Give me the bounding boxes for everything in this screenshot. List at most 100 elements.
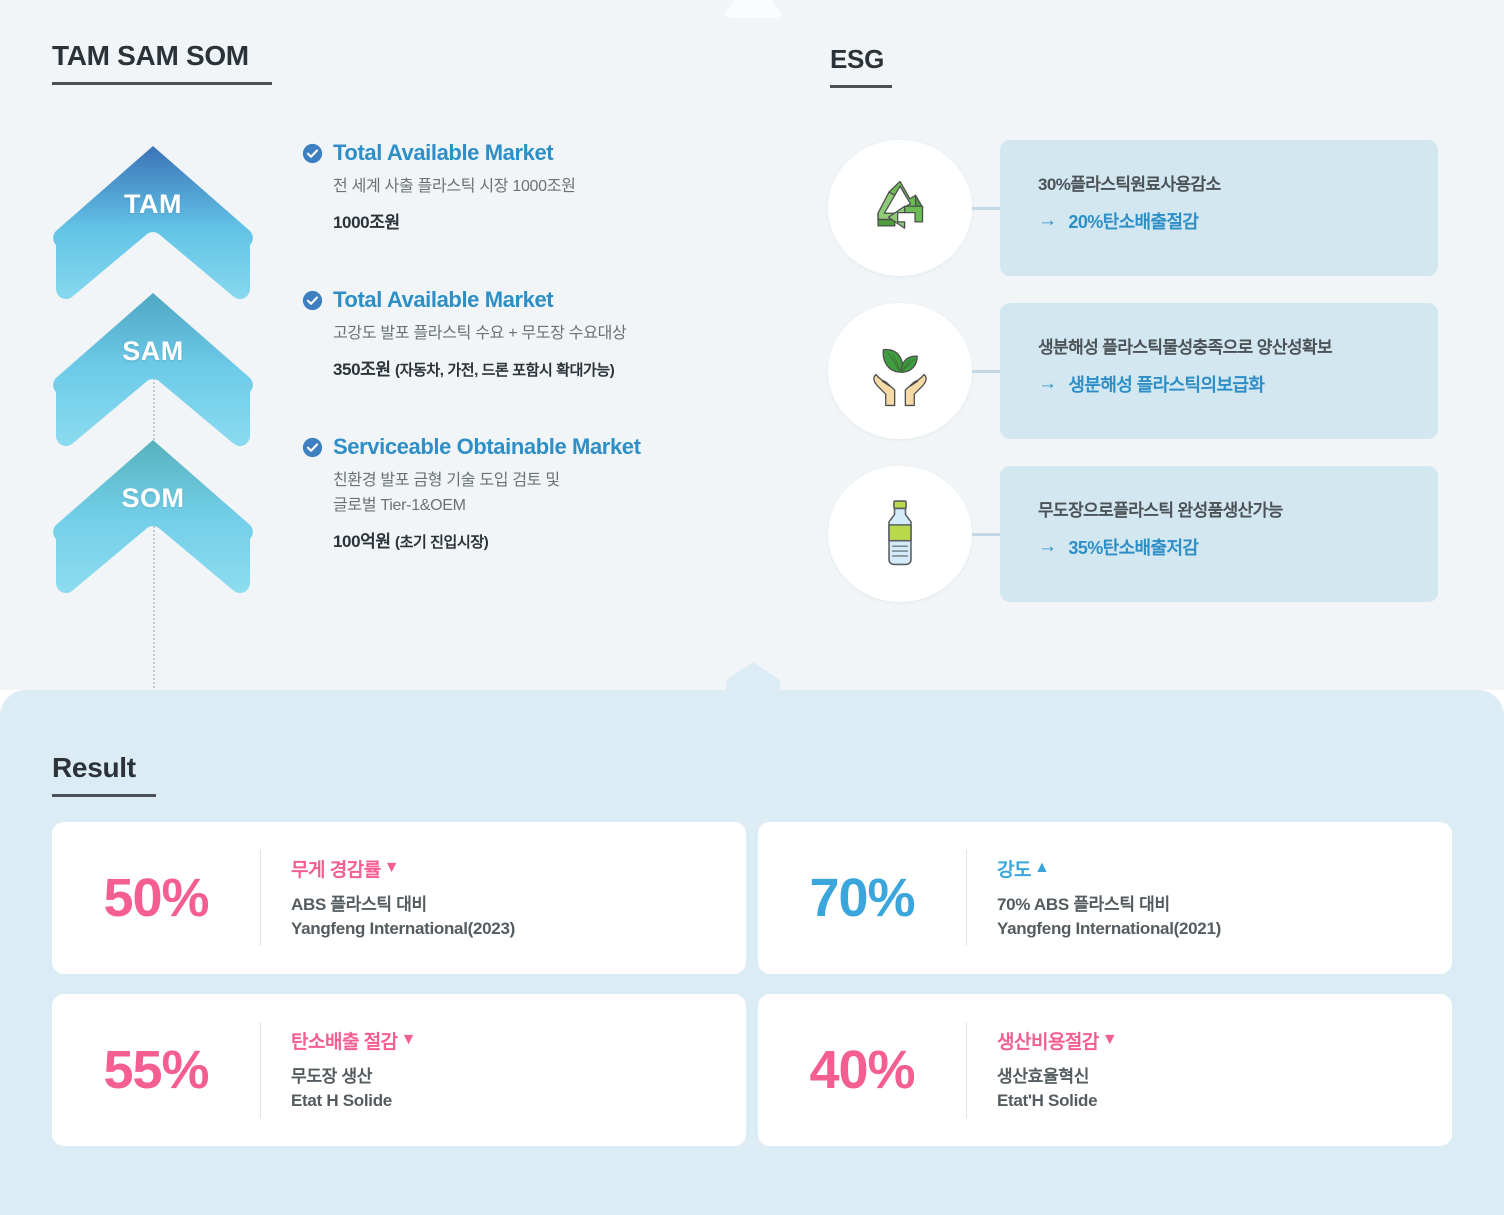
card-divider bbox=[966, 1022, 967, 1118]
esg-icon-badge bbox=[828, 140, 972, 276]
result-percent: 55% bbox=[103, 1040, 209, 1100]
card-divider bbox=[966, 850, 967, 946]
esg-section-title: ESG bbox=[830, 44, 892, 88]
result-section-title: Result bbox=[52, 752, 156, 797]
result-card: 50% 무게 경감률 ▼ ABS 플라스틱 대비 Yangfeng Intern… bbox=[52, 822, 746, 974]
esg-connector-line bbox=[972, 533, 1004, 536]
result-label-row: 강도 ▲ bbox=[997, 855, 1221, 882]
top-notch-decoration bbox=[722, 0, 784, 18]
market-item: Total Available Market 전 세계 사출 플라스틱 시장 1… bbox=[302, 140, 772, 233]
esg-text-box: 30%플라스틱원료사용감소 → 20%탄소배출절감 bbox=[1000, 140, 1438, 276]
esg-title-text: ESG bbox=[830, 44, 885, 74]
check-circle-icon bbox=[302, 143, 323, 163]
title-underline bbox=[830, 85, 892, 88]
trend-up-icon: ▲ bbox=[1033, 859, 1050, 877]
esg-icon-badge bbox=[828, 466, 972, 602]
market-item-value: 1000조원 bbox=[333, 208, 772, 233]
esg-item: 무도장으로플라스틱 완성품생산가능 → 35%탄소배출저감 bbox=[820, 466, 1460, 602]
tam-sam-som-section-title: TAM SAM SOM bbox=[52, 40, 272, 85]
market-item-title: Total Available Market bbox=[333, 287, 554, 312]
result-label: 강도 bbox=[997, 859, 1031, 881]
card-divider bbox=[260, 1022, 261, 1118]
market-item-value-note: (초기 진입시장) bbox=[394, 534, 489, 552]
result-card-grid: 50% 무게 경감률 ▼ ABS 플라스틱 대비 Yangfeng Intern… bbox=[52, 822, 1452, 1152]
market-item-title: Serviceable Obtainable Market bbox=[333, 434, 641, 459]
result-subtext-line2: Etat'H Solide bbox=[997, 1091, 1098, 1110]
result-percent: 70% bbox=[809, 868, 915, 928]
check-circle-icon bbox=[302, 290, 323, 310]
result-label-row: 생산비용절감 ▼ bbox=[997, 1027, 1118, 1054]
result-subtext-line1: 생산효율혁신 bbox=[997, 1066, 1090, 1086]
result-title-text: Result bbox=[52, 752, 136, 783]
trend-down-icon: ▼ bbox=[383, 859, 400, 877]
esg-text-box: 생분해성 플라스틱물성충족으로 양산성확보 → 생분해성 플라스틱의보급화 bbox=[1000, 303, 1438, 439]
right-arrow-icon: → bbox=[1038, 373, 1057, 394]
funnel-stage-sam: SAM bbox=[52, 290, 254, 450]
market-item-value-number: 100억원 bbox=[333, 532, 391, 552]
result-card: 40% 생산비용절감 ▼ 생산효율혁신 Etat'H Solide bbox=[758, 994, 1452, 1146]
result-subtext: 70% ABS 플라스틱 대비 Yangfeng International(2… bbox=[997, 893, 1221, 941]
esg-result-row: → 20%탄소배출절감 bbox=[1038, 208, 1438, 234]
market-item-header: Serviceable Obtainable Market bbox=[302, 434, 772, 460]
result-label: 탄소배출 절감 bbox=[291, 1031, 398, 1053]
result-subtext-line1: ABS 플라스틱 대비 bbox=[291, 894, 427, 914]
esg-result-text: 생분해성 플라스틱의보급화 bbox=[1068, 375, 1265, 395]
result-percent: 40% bbox=[809, 1040, 915, 1100]
market-item: Serviceable Obtainable Market 친환경 발포 금형 … bbox=[302, 434, 772, 552]
bottle-icon bbox=[888, 500, 912, 566]
funnel-stage-label: SAM bbox=[122, 336, 184, 366]
esg-item: 30%플라스틱원료사용감소 → 20%탄소배출절감 bbox=[820, 140, 1460, 276]
esg-connector-line bbox=[972, 370, 1004, 373]
market-item-value-note: (자동차, 가전, 드론 포함시 확대가능) bbox=[394, 362, 615, 380]
result-card: 70% 강도 ▲ 70% ABS 플라스틱 대비 Yangfeng Intern… bbox=[758, 822, 1452, 974]
market-item-value: 350조원 (자동차, 가전, 드론 포함시 확대가능) bbox=[333, 355, 772, 380]
result-card: 55% 탄소배출 절감 ▼ 무도장 생산 Etat H Solide bbox=[52, 994, 746, 1146]
result-card-body: 생산비용절감 ▼ 생산효율혁신 Etat'H Solide bbox=[967, 1027, 1118, 1113]
check-circle-icon bbox=[302, 437, 323, 457]
hands-leaf-icon bbox=[873, 348, 927, 407]
market-item-description: 고강도 발포 플라스틱 수요 + 무도장 수요대상 bbox=[333, 325, 627, 342]
market-item-header: Total Available Market bbox=[302, 140, 772, 166]
result-card-body: 강도 ▲ 70% ABS 플라스틱 대비 Yangfeng Internatio… bbox=[967, 855, 1221, 941]
result-label-row: 탄소배출 절감 ▼ bbox=[291, 1027, 417, 1054]
top-panel: TAM SAM SOM ESG bbox=[0, 0, 1504, 690]
chevron-up-icon bbox=[53, 293, 253, 446]
result-subtext: 생산효율혁신 Etat'H Solide bbox=[997, 1065, 1117, 1113]
market-item-value-number: 350조원 bbox=[333, 360, 391, 380]
market-item-description: 전 세계 사출 플라스틱 시장 1000조원 bbox=[333, 178, 576, 195]
esg-result-row: → 35%탄소배출저감 bbox=[1038, 534, 1438, 560]
result-subtext-line1: 무도장 생산 bbox=[291, 1066, 373, 1086]
esg-result-row: → 생분해성 플라스틱의보급화 bbox=[1038, 371, 1438, 397]
chevron-up-icon bbox=[53, 146, 253, 299]
market-item-description-line1: 친환경 발포 금형 기술 도입 검토 및 bbox=[333, 472, 560, 489]
market-item-value-number: 1000조원 bbox=[333, 213, 400, 233]
market-item-title: Total Available Market bbox=[333, 140, 554, 165]
result-label-row: 무게 경감률 ▼ bbox=[291, 855, 515, 882]
card-divider bbox=[260, 850, 261, 946]
result-subtext-line1: 70% ABS 플라스틱 대비 bbox=[997, 894, 1170, 914]
market-item-description-line2: 글로벌 Tier-1&OEM bbox=[333, 497, 466, 515]
result-subtext-line2: Etat H Solide bbox=[291, 1091, 392, 1110]
esg-item: 생분해성 플라스틱물성충족으로 양산성확보 → 생분해성 플라스틱의보급화 bbox=[820, 303, 1460, 439]
trend-down-icon: ▼ bbox=[1101, 1031, 1118, 1049]
market-item: Total Available Market 고강도 발포 플라스틱 수요 + … bbox=[302, 287, 772, 380]
esg-primary-text: 30%플라스틱원료사용감소 bbox=[1038, 175, 1221, 194]
result-card-body: 탄소배출 절감 ▼ 무도장 생산 Etat H Solide bbox=[261, 1027, 417, 1113]
right-arrow-icon: → bbox=[1038, 210, 1057, 231]
result-card-body: 무게 경감률 ▼ ABS 플라스틱 대비 Yangfeng Internatio… bbox=[261, 855, 515, 941]
market-item-value: 100억원 (초기 진입시장) bbox=[333, 527, 772, 552]
funnel-stage-label: TAM bbox=[124, 189, 182, 219]
result-percent: 50% bbox=[103, 868, 209, 928]
recycle-icon bbox=[877, 180, 924, 229]
esg-result-text: 20%탄소배출절감 bbox=[1068, 212, 1199, 232]
tam-sam-som-title-text: TAM SAM SOM bbox=[52, 40, 249, 71]
funnel-chevron-stack: TAM SAM bbox=[52, 143, 254, 768]
result-subtext-line2: Yangfeng International(2023) bbox=[291, 919, 515, 938]
right-arrow-icon: → bbox=[1038, 536, 1057, 557]
funnel-dotted-line bbox=[153, 315, 155, 760]
chevron-up-icon bbox=[53, 440, 253, 593]
result-label: 무게 경감률 bbox=[291, 859, 381, 881]
esg-primary-text: 생분해성 플라스틱물성충족으로 양산성확보 bbox=[1038, 338, 1333, 357]
result-subtext: 무도장 생산 Etat H Solide bbox=[291, 1065, 416, 1113]
